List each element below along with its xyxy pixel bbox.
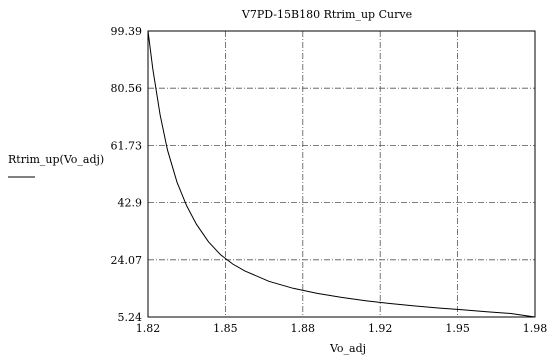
x-tick-label: 1.92 (368, 322, 393, 335)
chart-title: V7PD-15B180 Rtrim_up Curve (241, 8, 412, 21)
y-tick-label: 42.9 (118, 197, 143, 210)
x-tick-label: 1.82 (136, 322, 161, 335)
y-tick-label: 61.73 (111, 139, 143, 152)
y-tick-label: 99.39 (111, 25, 143, 38)
grid (148, 31, 535, 317)
y-tick-label: 24.07 (111, 254, 143, 267)
plot-frame (148, 31, 535, 317)
x-tick-label: 1.98 (523, 322, 548, 335)
series-line (148, 31, 535, 317)
x-axis-label: Vo_adj (329, 342, 366, 355)
x-tick-label: 1.88 (291, 322, 316, 335)
x-tick-label: 1.95 (445, 322, 470, 335)
y-axis-label: Rtrim_up(Vo_adj) (8, 153, 104, 166)
y-tick-label: 80.56 (111, 82, 143, 95)
x-tick-label: 1.85 (213, 322, 238, 335)
x-tick-labels: 1.82 1.85 1.88 1.92 1.95 1.98 (136, 322, 548, 335)
